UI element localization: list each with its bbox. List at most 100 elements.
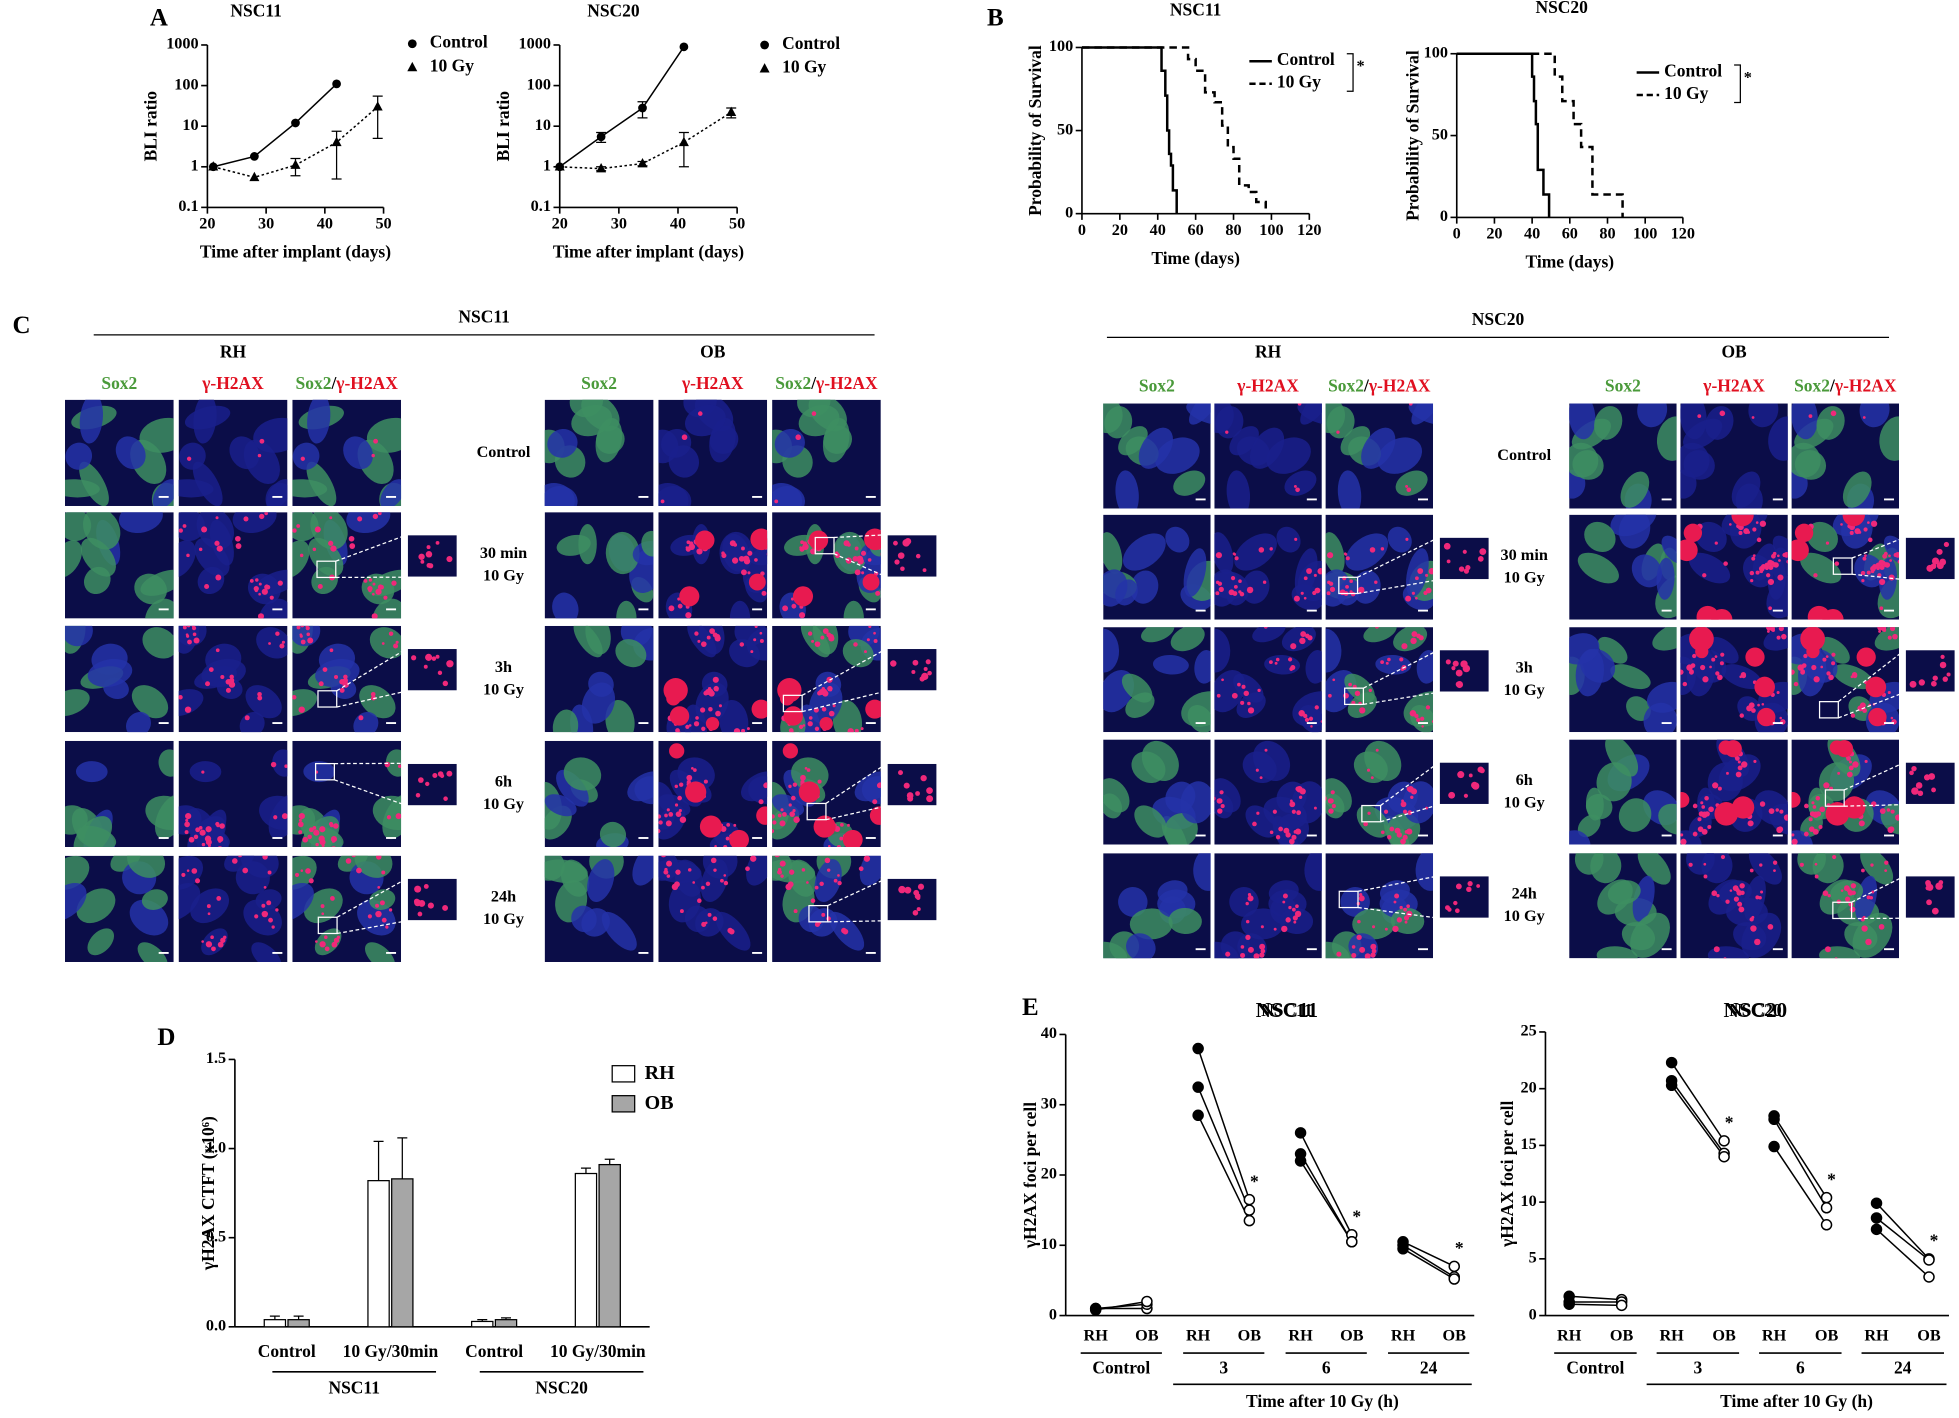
- focus: [811, 639, 815, 643]
- pair-line: [1197, 1086, 1251, 1211]
- scale-bar: [865, 722, 876, 724]
- nucleus: [1584, 521, 1616, 553]
- focus: [1420, 716, 1425, 721]
- focus: [1237, 682, 1241, 687]
- focus: [1240, 700, 1245, 705]
- dot: [1870, 1223, 1883, 1236]
- nucleus: [1245, 805, 1279, 838]
- focus: [1293, 595, 1300, 602]
- marker: [679, 42, 689, 52]
- focus: [685, 612, 692, 619]
- nucleus: [1226, 470, 1251, 509]
- nucleus: [193, 399, 217, 444]
- focus: [660, 855, 667, 858]
- significance-bracket: [1346, 53, 1354, 92]
- inset-focus: [1930, 563, 1937, 570]
- scale-bar: [1195, 948, 1206, 951]
- focus: [1751, 556, 1756, 561]
- focus: [749, 619, 752, 622]
- nucleus: [1103, 778, 1130, 813]
- nucleus: [1249, 427, 1285, 469]
- focus: [1247, 701, 1251, 706]
- focus: [694, 631, 699, 636]
- focus-blob: [777, 678, 802, 703]
- nucleus: [64, 855, 90, 890]
- nucleus: [245, 685, 282, 719]
- survival-curve: [1081, 46, 1267, 214]
- focus: [1755, 895, 1760, 900]
- focus: [1852, 761, 1859, 768]
- focus: [186, 869, 190, 872]
- focus: [745, 866, 750, 872]
- focus: [371, 613, 378, 619]
- group-label: 24: [1894, 1357, 1912, 1377]
- focus: [804, 766, 808, 770]
- focus: [1717, 674, 1723, 681]
- focus: [733, 728, 741, 733]
- focus-blob: [754, 535, 768, 551]
- inset-focus: [927, 670, 932, 676]
- sub-label: OB: [1917, 1327, 1941, 1345]
- nucleus: [615, 639, 647, 668]
- inset-focus: [915, 791, 920, 796]
- focus: [1393, 900, 1397, 904]
- micrograph: [1791, 853, 1900, 959]
- focus: [1729, 889, 1733, 892]
- focus: [1700, 664, 1706, 671]
- focus: [1403, 915, 1410, 921]
- focus: [1230, 576, 1236, 581]
- nucleus: [1631, 554, 1662, 588]
- focus: [772, 814, 775, 819]
- focus: [1297, 403, 1302, 406]
- bar: [391, 1178, 414, 1328]
- focus: [1416, 717, 1421, 723]
- sub-label: OB: [1443, 1327, 1467, 1345]
- nucleus: [1364, 740, 1402, 781]
- focus-blob: [705, 716, 720, 731]
- zoom-box: [1824, 789, 1845, 807]
- focus: [375, 588, 382, 595]
- focus: [1747, 530, 1751, 534]
- nucleus: [266, 479, 288, 506]
- focus: [195, 878, 201, 884]
- focus: [1872, 563, 1878, 570]
- nucleus: [343, 436, 374, 470]
- focus: [1225, 430, 1229, 434]
- channel-part: Sox2: [1794, 375, 1830, 395]
- dot: [1243, 1204, 1256, 1216]
- focus: [1283, 827, 1290, 834]
- chart-title: NSC20: [587, 1, 640, 21]
- x-tick-label: 50: [375, 215, 391, 233]
- focus: [1755, 521, 1759, 524]
- nucleus: [292, 540, 310, 578]
- focus: [700, 707, 706, 713]
- focus: [217, 846, 223, 848]
- nucleus: [1656, 416, 1677, 461]
- focus: [1717, 786, 1722, 791]
- dot: [1768, 1140, 1780, 1153]
- focus: [1893, 552, 1898, 558]
- focus: [741, 728, 746, 733]
- zoom-lines: [827, 877, 888, 923]
- focus: [292, 528, 297, 533]
- focus: [774, 855, 780, 858]
- focus: [1759, 520, 1767, 527]
- micrograph: [1325, 739, 1434, 845]
- y-tick-label: 10: [535, 116, 551, 134]
- focus: [1370, 776, 1374, 780]
- micrograph: [178, 740, 288, 848]
- focus: [764, 782, 768, 786]
- focus: [847, 823, 850, 827]
- focus: [205, 839, 212, 846]
- nucleus: [1637, 403, 1668, 428]
- focus: [1680, 669, 1684, 675]
- dot: [1192, 1042, 1204, 1055]
- focus: [305, 868, 311, 874]
- focus: [730, 618, 732, 619]
- focus: [768, 872, 772, 876]
- focus: [798, 724, 804, 729]
- micrograph: [658, 399, 768, 506]
- nucleus: [1596, 762, 1632, 802]
- focus-blob: [748, 573, 766, 591]
- micrograph: [1214, 627, 1322, 733]
